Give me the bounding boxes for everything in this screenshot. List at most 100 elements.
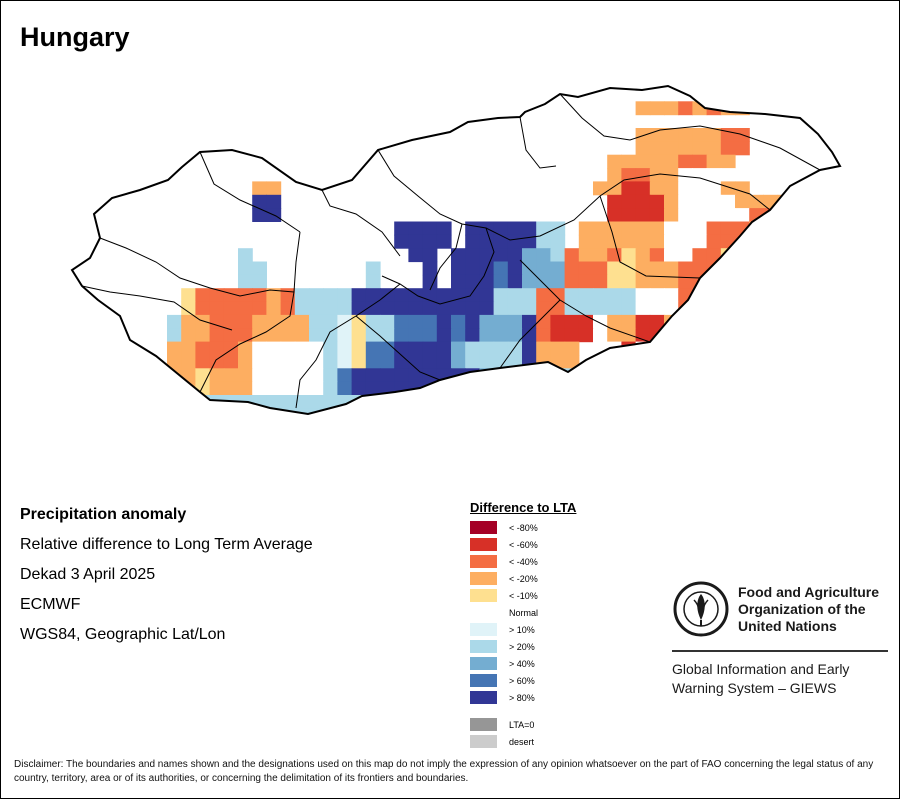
anomaly-cell — [650, 435, 665, 440]
anomaly-cell — [621, 208, 637, 222]
anomaly-cell — [522, 248, 537, 263]
anomaly-grid — [167, 101, 807, 440]
anomaly-cell — [337, 328, 353, 343]
anomaly-cell — [635, 181, 651, 196]
anomaly-cell — [323, 381, 338, 396]
anomaly-cell — [522, 355, 537, 369]
anomaly-cell — [578, 395, 594, 409]
anomaly-cell — [636, 422, 651, 436]
anomaly-cell — [238, 314, 253, 329]
anomaly-cell — [280, 368, 296, 383]
anomaly-cell — [635, 408, 651, 414]
anomaly-cell — [493, 274, 509, 289]
anomaly-cell — [294, 288, 310, 303]
anomaly-cell — [238, 368, 253, 383]
anomaly-cell — [607, 381, 622, 396]
anomaly-cell — [607, 288, 622, 303]
anomaly-cell — [394, 395, 409, 409]
anomaly-cell — [635, 288, 651, 303]
anomaly-cell — [649, 408, 665, 414]
anomaly-cell — [664, 368, 679, 383]
anomaly-cell — [451, 422, 466, 436]
anomaly-cell — [536, 314, 551, 329]
anomaly-cell — [238, 435, 253, 440]
anomaly-cell — [408, 341, 424, 356]
anomaly-cell — [280, 341, 296, 356]
anomaly-cell — [578, 274, 594, 289]
anomaly-cell — [408, 301, 424, 316]
anomaly-cell — [266, 314, 282, 329]
anomaly-cell — [181, 368, 196, 383]
anomaly-cell — [692, 154, 708, 169]
anomaly-cell — [607, 314, 622, 329]
anomaly-cell — [394, 368, 409, 383]
anomaly-cell — [380, 422, 395, 436]
anomaly-cell — [337, 274, 353, 289]
anomaly-cell — [436, 314, 452, 329]
anomaly-cell — [536, 221, 551, 236]
anomaly-cell — [763, 301, 779, 316]
anomaly-cell — [394, 234, 409, 249]
anomaly-cell — [223, 288, 239, 303]
anomaly-cell — [252, 194, 267, 209]
anomaly-cell — [195, 408, 211, 414]
anomaly-cell — [408, 368, 424, 383]
anomaly-cell — [323, 355, 338, 369]
anomaly-cell — [564, 288, 580, 303]
anomaly-cell — [635, 194, 651, 209]
anomaly-cell — [380, 341, 395, 356]
anomaly-cell — [649, 368, 665, 383]
anomaly-cell — [337, 341, 353, 356]
anomaly-cell — [451, 355, 466, 369]
giews-line2: Warning System – GIEWS — [672, 680, 837, 696]
county-border — [519, 116, 557, 169]
anomaly-cell — [167, 328, 182, 343]
anomaly-cell — [465, 395, 480, 409]
anomaly-cell — [252, 435, 267, 440]
anomaly-cell — [635, 208, 651, 222]
anomaly-cell — [777, 248, 793, 263]
anomaly-cell — [720, 128, 736, 142]
anomaly-cell — [720, 274, 736, 289]
anomaly-cell — [465, 234, 480, 249]
anomaly-cell — [735, 261, 750, 276]
anomaly-cell — [479, 314, 495, 329]
anomaly-cell — [720, 328, 736, 343]
legend-class-row: > 20% — [470, 638, 576, 655]
legend-class-swatch — [470, 521, 497, 534]
anomaly-cell — [465, 422, 480, 436]
anomaly-cell — [351, 274, 367, 289]
anomaly-cell — [422, 314, 438, 329]
anomaly-cell — [195, 328, 211, 343]
anomaly-cell — [195, 395, 211, 409]
anomaly-cell — [422, 341, 438, 356]
anomaly-cell — [649, 168, 665, 182]
anomaly-cell — [493, 301, 509, 316]
anomaly-cell — [522, 395, 537, 409]
map-subtitle: Relative difference to Long Term Average — [20, 536, 313, 553]
anomaly-cell — [720, 154, 736, 169]
anomaly-cell — [578, 328, 594, 343]
anomaly-cell — [507, 368, 523, 383]
anomaly-cell — [578, 408, 594, 414]
legend-class-row: > 60% — [470, 672, 576, 689]
anomaly-cell — [550, 261, 566, 276]
anomaly-cell — [451, 328, 466, 343]
anomaly-cell — [749, 261, 764, 276]
anomaly-cell — [564, 328, 580, 343]
anomaly-cell — [720, 141, 736, 156]
anomaly-cell — [451, 274, 466, 289]
anomaly-cell — [394, 381, 409, 396]
anomaly-cell — [479, 248, 495, 263]
anomaly-cell — [209, 368, 225, 383]
anomaly-cell — [195, 355, 211, 369]
anomaly-cell — [692, 328, 708, 343]
legend-class-label: > 40% — [509, 658, 535, 669]
anomaly-cell — [621, 181, 637, 196]
anomaly-cell — [323, 274, 338, 289]
anomaly-cell — [706, 208, 722, 222]
anomaly-cell — [507, 314, 523, 329]
anomaly-cell — [635, 355, 651, 369]
anomaly-cell — [309, 288, 324, 303]
anomaly-cell — [408, 248, 424, 263]
